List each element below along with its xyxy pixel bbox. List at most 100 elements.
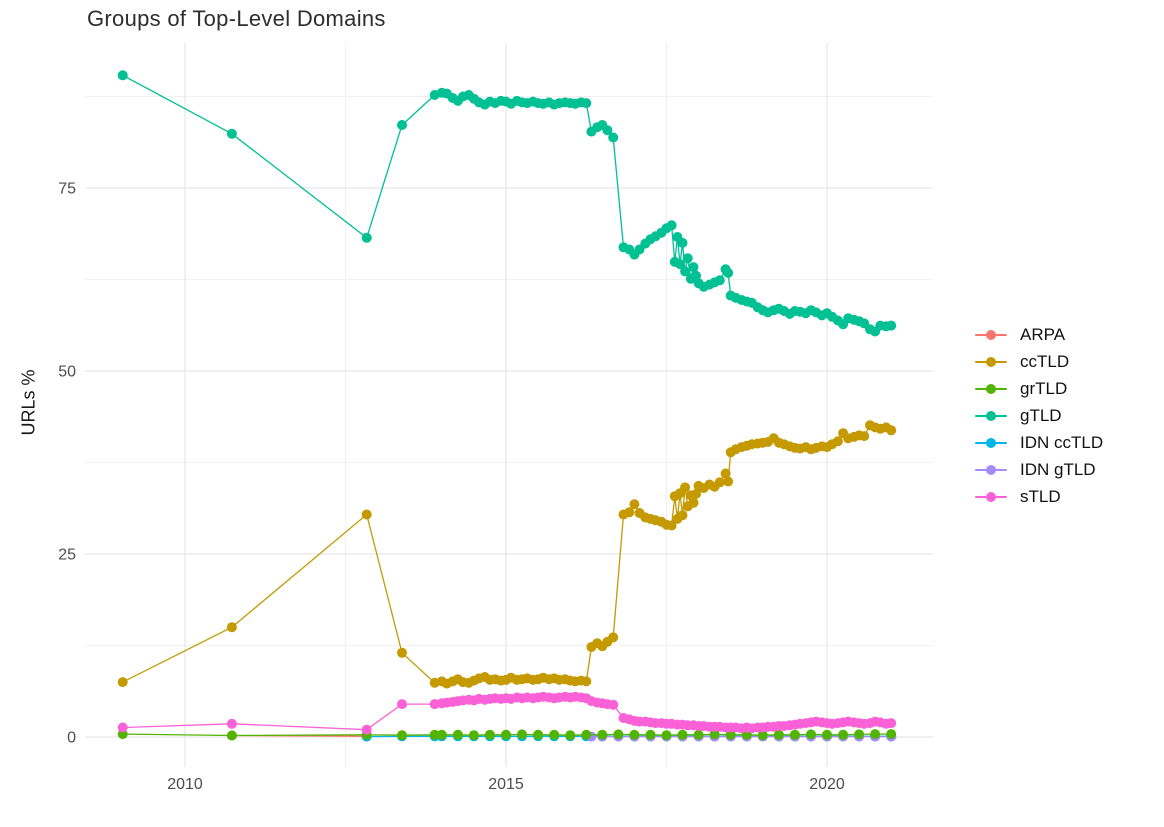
legend-item-label: grTLD	[1020, 378, 1068, 398]
legend-item-cctld: ccTLD	[975, 348, 1103, 375]
series-point-grtld	[597, 729, 608, 740]
series-point-gtld	[723, 267, 734, 278]
series-point-cctld	[859, 431, 870, 442]
series-point-cctld	[680, 482, 691, 493]
series-point-grtld	[677, 729, 688, 740]
series-point-gtld	[117, 70, 128, 81]
x-tick-label: 2020	[809, 776, 845, 793]
series-point-gtld	[397, 120, 407, 130]
legend-item-stld: sTLD	[975, 483, 1103, 510]
series-point-cctld	[688, 497, 699, 508]
y-tick-label: 50	[58, 364, 76, 381]
y-tick-label: 25	[58, 547, 76, 564]
series-point-cctld	[714, 477, 725, 488]
series-point-grtld	[822, 729, 832, 740]
series-point-grtld	[886, 729, 897, 740]
legend-dot-icon	[986, 383, 996, 394]
series-point-grtld	[397, 730, 407, 741]
legend-key-icon	[975, 328, 1007, 342]
legend-dot-icon	[986, 491, 996, 502]
series-point-cctld	[723, 476, 734, 487]
series-point-cctld	[117, 677, 128, 688]
x-tick-label: 2015	[488, 776, 524, 793]
series-point-grtld	[533, 729, 544, 740]
series-point-cctld	[677, 510, 688, 521]
series-point-grtld	[429, 729, 440, 740]
legend-item-label: sTLD	[1020, 486, 1061, 506]
series-point-grtld	[854, 729, 865, 740]
series-point-grtld	[870, 729, 881, 740]
legend-key-icon	[975, 382, 1007, 396]
series-point-grtld	[725, 729, 736, 740]
series-point-gtld	[677, 237, 688, 248]
series-point-grtld	[581, 729, 592, 740]
series-point-gtld	[682, 253, 693, 264]
legend-item-label: gTLD	[1020, 405, 1062, 425]
series-point-gtld	[226, 128, 237, 139]
series-point-stld	[226, 718, 237, 729]
legend-key-icon	[975, 409, 1007, 423]
series-point-grtld	[517, 729, 527, 740]
series-point-gtld	[608, 132, 619, 143]
series-point-grtld	[549, 729, 560, 740]
x-tick-label: 2010	[167, 776, 203, 793]
legend-dot-icon	[986, 437, 996, 448]
series-line-grtld	[122, 733, 892, 737]
y-tick-label: 0	[67, 730, 76, 747]
series-point-grtld	[436, 729, 447, 740]
legend-dot-icon	[986, 356, 996, 367]
series-point-gtld	[581, 98, 592, 109]
series-point-stld	[397, 699, 407, 710]
legend-item-arpa: ARPA	[975, 321, 1103, 348]
series-point-cctld	[581, 676, 592, 687]
series-point-cctld	[608, 632, 619, 643]
legend-item-idn-gtld: IDN gTLD	[975, 456, 1103, 483]
series-point-stld	[117, 722, 128, 733]
series-point-grtld	[789, 729, 800, 740]
series-point-grtld	[838, 729, 849, 740]
legend-dot-icon	[986, 329, 996, 340]
series-point-cctld	[629, 499, 640, 510]
series-point-grtld	[645, 729, 656, 740]
series-point-cctld	[720, 468, 731, 479]
series-point-grtld	[484, 729, 495, 740]
series-point-cctld	[226, 622, 237, 633]
series-point-grtld	[565, 730, 576, 741]
series-point-gtld	[666, 220, 677, 231]
legend-dot-icon	[986, 410, 996, 421]
series-point-gtld	[680, 266, 691, 277]
legend-item-label: IDN gTLD	[1020, 459, 1096, 479]
series-point-stld	[361, 724, 372, 735]
series-point-gtld	[602, 125, 613, 136]
series-point-grtld	[661, 730, 672, 741]
series-point-stld	[886, 718, 897, 729]
legend-item-label: IDN ccTLD	[1020, 432, 1104, 452]
legend-key-icon	[975, 463, 1007, 477]
series-point-gtld	[886, 320, 897, 331]
legend-key-icon	[975, 355, 1007, 369]
legend-item-label: ccTLD	[1020, 351, 1070, 371]
legend-key-icon	[975, 490, 1007, 504]
series-point-grtld	[806, 729, 816, 740]
series-point-grtld	[613, 729, 624, 740]
series-line-gtld	[122, 74, 892, 333]
legend-item-idn-cctld: IDN ccTLD	[975, 429, 1103, 456]
series-point-grtld	[757, 730, 768, 741]
series-point-cctld	[361, 509, 372, 520]
series-point-grtld	[226, 730, 237, 741]
series-point-cctld	[397, 647, 407, 658]
legend-item-label: ARPA	[1020, 324, 1066, 344]
legend-dot-icon	[986, 464, 996, 475]
series-point-gtld	[361, 232, 372, 243]
series-point-grtld	[501, 729, 511, 740]
series-point-cctld	[886, 425, 897, 436]
series-point-cctld	[832, 436, 843, 447]
series-point-gtld	[688, 262, 699, 273]
chart-title: Groups of Top-Level Domains	[87, 6, 386, 31]
legend-key-icon	[975, 436, 1007, 450]
series-point-grtld	[709, 729, 720, 740]
legend: ARPA ccTLD grTLD gTLD IDN ccTLD IDN gTLD sTLD	[975, 321, 1103, 510]
series-point-gtld	[714, 275, 725, 286]
